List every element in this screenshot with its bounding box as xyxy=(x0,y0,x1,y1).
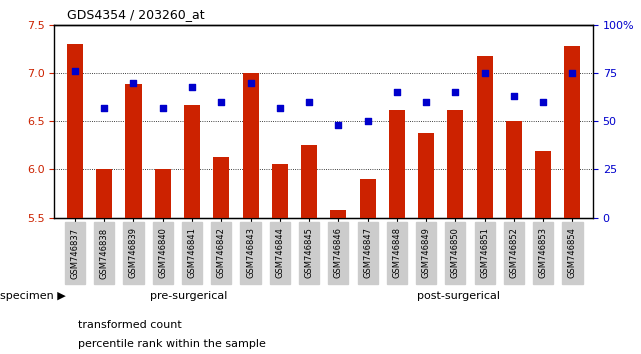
Text: percentile rank within the sample: percentile rank within the sample xyxy=(78,338,265,349)
Text: post-surgerical: post-surgerical xyxy=(417,291,500,302)
Point xyxy=(333,122,344,128)
Bar xyxy=(154,170,171,218)
Bar xyxy=(67,44,83,218)
Point xyxy=(128,80,138,85)
Bar xyxy=(506,121,522,218)
Point xyxy=(509,93,519,99)
Point xyxy=(392,90,402,95)
Bar xyxy=(535,151,551,218)
Point xyxy=(450,90,460,95)
Point xyxy=(567,70,578,76)
Bar xyxy=(360,179,376,218)
Point xyxy=(158,105,168,110)
Point xyxy=(362,118,372,124)
Point xyxy=(479,70,490,76)
Point xyxy=(538,99,548,105)
Bar xyxy=(447,110,463,218)
Bar xyxy=(126,84,142,218)
Bar xyxy=(184,105,200,218)
Point xyxy=(421,99,431,105)
Text: pre-surgerical: pre-surgerical xyxy=(151,291,228,302)
Bar xyxy=(213,157,229,218)
Bar xyxy=(330,210,346,218)
Point xyxy=(99,105,110,110)
Text: transformed count: transformed count xyxy=(78,320,181,330)
Bar xyxy=(418,133,434,218)
Bar xyxy=(564,46,581,218)
Bar xyxy=(389,110,405,218)
Point xyxy=(275,105,285,110)
Point xyxy=(304,99,314,105)
Bar xyxy=(477,56,493,218)
Bar xyxy=(96,170,112,218)
Bar xyxy=(301,145,317,218)
Point xyxy=(187,84,197,89)
Point xyxy=(70,68,80,74)
Bar xyxy=(242,73,258,218)
Bar xyxy=(272,164,288,218)
Text: GDS4354 / 203260_at: GDS4354 / 203260_at xyxy=(67,8,205,21)
Text: specimen ▶: specimen ▶ xyxy=(0,291,66,302)
Point xyxy=(216,99,226,105)
Point xyxy=(246,80,256,85)
